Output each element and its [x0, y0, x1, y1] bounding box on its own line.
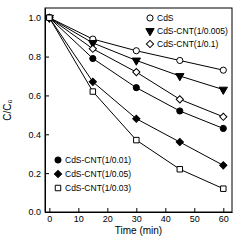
y-tick: 0.8 — [28, 52, 49, 62]
legend-marker — [55, 185, 60, 190]
x-tick-label: 10 — [74, 214, 84, 224]
series-marker — [89, 45, 96, 52]
series-marker — [90, 55, 96, 61]
x-tick: 10 — [74, 208, 84, 224]
plot-area — [45, 14, 227, 191]
x-tick: 50 — [190, 208, 200, 224]
y-axis-line — [45, 9, 46, 213]
series-marker — [47, 15, 52, 20]
x-tick-mark — [136, 208, 137, 212]
legend-label: CdS-CNT(1/0.005) — [157, 26, 228, 36]
x-tick-label: 30 — [132, 214, 142, 224]
y-tick-mark — [45, 57, 49, 58]
chart-svg: 0 10 20 30 40 50 60 0.0 0.2 0.4 0.6 0.8 1.0 Time (min… — [0, 0, 238, 236]
legend-label: CdS-CNT(1/0.05) — [65, 169, 131, 179]
legend-marker — [55, 157, 61, 163]
y-tick: 0.4 — [28, 130, 49, 140]
y-tick-label: 0.2 — [28, 169, 41, 179]
x-tick: 30 — [132, 208, 142, 224]
y-tick-mark — [45, 95, 49, 96]
legend-label: CdS-CNT(1/0.1) — [157, 39, 219, 49]
series-marker — [89, 78, 96, 85]
x-tick-mark — [78, 208, 79, 212]
x-tick-label: 40 — [161, 214, 171, 224]
legend-marker — [147, 15, 153, 21]
series-marker — [46, 15, 52, 21]
x-tick-label: 50 — [190, 214, 200, 224]
y-axis-title: C/C₀ — [2, 99, 13, 120]
y-tick-mark — [45, 173, 49, 174]
legend-marker — [146, 40, 153, 47]
plot-frame — [45, 8, 232, 212]
series-marker — [177, 57, 183, 63]
legend-marker — [146, 29, 154, 36]
x-tick-label: 0 — [47, 214, 52, 224]
legend-label: CdS — [157, 13, 174, 23]
y-tick: 0.2 — [28, 169, 49, 179]
series-marker — [220, 67, 226, 73]
y-axis: 0.0 0.2 0.4 0.6 0.8 1.0 — [28, 9, 49, 218]
y-tick-label: 0.4 — [28, 130, 41, 140]
series-marker — [46, 15, 52, 21]
series-line — [49, 18, 223, 189]
y-tick-label: 0.0 — [28, 207, 41, 217]
x-tick-mark — [223, 208, 224, 212]
y-tick: 0.0 — [28, 207, 49, 217]
series-line — [49, 18, 223, 166]
x-tick-mark — [49, 208, 50, 212]
legend: CdS CdS-CNT(1/0.005) CdS-CNT(1/0.1) CdS-CNT… — [54, 13, 228, 193]
series-marker — [46, 14, 53, 21]
x-tick: 40 — [161, 208, 171, 224]
x-axis-title: Time (min) — [115, 225, 162, 236]
series-marker — [134, 137, 139, 142]
y-tick-label: 0.8 — [28, 52, 41, 62]
series-marker — [219, 87, 227, 94]
series-marker — [133, 48, 139, 54]
series-marker — [90, 89, 95, 94]
series-marker — [176, 138, 183, 145]
series-marker — [133, 115, 140, 122]
series-marker — [176, 74, 184, 81]
series-marker — [221, 186, 226, 191]
series-marker — [177, 108, 183, 114]
x-tick: 60 — [219, 208, 229, 224]
series-marker — [46, 14, 53, 21]
series-marker — [220, 162, 227, 169]
x-tick-mark — [107, 208, 108, 212]
x-tick-label: 60 — [219, 214, 229, 224]
series-marker — [133, 85, 139, 91]
x-tick: 0 — [47, 208, 52, 224]
series-marker — [132, 58, 140, 65]
series-marker — [133, 69, 140, 76]
y-tick: 0.6 — [28, 91, 49, 101]
x-tick-label: 20 — [103, 214, 113, 224]
legend-label: CdS-CNT(1/0.03) — [65, 183, 131, 193]
y-tick-mark — [45, 134, 49, 135]
y-tick-label: 1.0 — [28, 13, 41, 23]
legend-label: CdS-CNT(1/0.01) — [65, 155, 131, 165]
x-tick: 20 — [103, 208, 113, 224]
x-axis: 0 10 20 30 40 50 60 — [46, 208, 233, 224]
x-axis-line — [46, 212, 233, 213]
y-tick-label: 0.6 — [28, 91, 41, 101]
legend-marker — [54, 170, 61, 177]
series-marker — [177, 167, 182, 172]
y-tick-mark — [45, 212, 49, 213]
x-tick-mark — [165, 208, 166, 212]
x-tick-mark — [194, 208, 195, 212]
chart-container: 0 10 20 30 40 50 60 0.0 0.2 0.4 0.6 0.8 1.0 Time (min… — [0, 0, 238, 236]
series-marker — [176, 96, 183, 103]
series-marker — [220, 125, 226, 131]
series-marker — [220, 113, 227, 120]
